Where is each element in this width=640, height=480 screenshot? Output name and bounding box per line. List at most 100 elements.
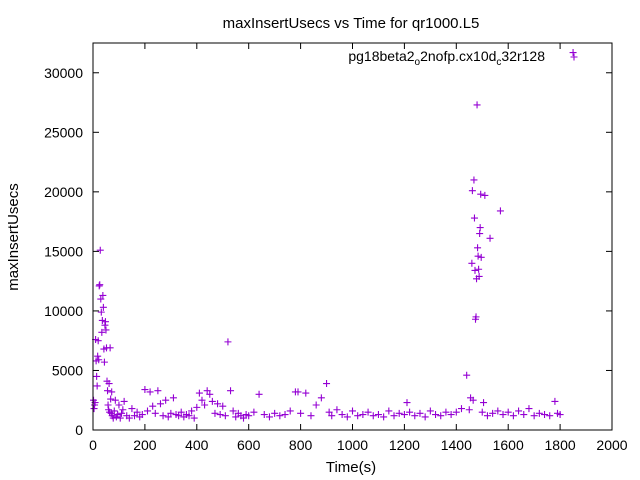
data-point [541, 411, 549, 419]
data-point [108, 388, 116, 396]
data-point [271, 409, 279, 417]
x-axis-label: Time(s) [326, 459, 376, 476]
data-point [97, 308, 105, 316]
data-point [457, 405, 465, 413]
data-point [227, 387, 235, 395]
y-tick-label: 30000 [44, 65, 83, 81]
data-point [224, 338, 232, 346]
data-point [302, 389, 310, 397]
data-point [143, 407, 151, 415]
data-point [98, 328, 106, 336]
data-point [107, 395, 115, 403]
data-point [190, 414, 198, 422]
x-tick-label: 800 [289, 437, 313, 453]
y-tick-label: 20000 [44, 184, 83, 200]
data-point [530, 412, 538, 420]
data-point [175, 412, 183, 420]
data-point [95, 356, 103, 364]
data-point [421, 413, 429, 421]
data-point [380, 413, 388, 421]
data-point [473, 101, 481, 109]
data-point [94, 352, 102, 360]
data-point [400, 411, 408, 419]
data-point [471, 266, 479, 274]
data-point [94, 337, 102, 345]
data-point [133, 408, 141, 416]
data-point [349, 407, 356, 415]
y-tick-label: 5000 [52, 362, 83, 378]
data-point [496, 207, 504, 215]
data-point [138, 411, 146, 419]
data-point [472, 313, 480, 321]
legend-marker [570, 53, 578, 61]
legend-label-part: 32r128 [501, 48, 545, 64]
data-point [255, 390, 263, 398]
data-point [468, 259, 476, 267]
data-point [195, 389, 203, 397]
legend: pg18beta2o2nofp.cx10dc32r128 [348, 48, 578, 68]
y-tick-label: 15000 [44, 243, 83, 259]
data-point [390, 412, 398, 420]
legend-label-part: 2nofp.cx10d [420, 48, 496, 64]
data-point [359, 411, 367, 419]
data-point [149, 402, 157, 410]
data-point [385, 407, 393, 415]
x-tick-label: 1000 [337, 437, 368, 453]
data-point [481, 191, 489, 199]
data-point [154, 387, 162, 395]
data-point [426, 407, 434, 415]
x-tick-label: 1600 [493, 437, 524, 453]
data-point [106, 408, 114, 416]
data-point [476, 224, 484, 232]
data-point [185, 412, 193, 420]
data-point [468, 187, 476, 195]
data-point [93, 382, 101, 390]
data-point [509, 412, 517, 420]
data-point [489, 409, 497, 417]
data-point [515, 407, 523, 415]
data-point [403, 399, 411, 407]
data-point [93, 372, 101, 380]
data-point [395, 409, 403, 417]
data-point [276, 412, 284, 420]
data-point [317, 394, 325, 402]
data-point [146, 388, 154, 396]
data-point [100, 358, 108, 366]
legend-label: pg18beta2o2nofp.cx10dc32r128 [348, 48, 545, 68]
data-point [265, 413, 273, 421]
data-point [452, 408, 460, 416]
plot-border [92, 42, 613, 431]
data-point [240, 414, 248, 422]
data-point [214, 400, 222, 408]
x-tick-label: 1400 [441, 437, 472, 453]
data-point [177, 408, 185, 416]
data-point [250, 408, 258, 416]
data-point [323, 380, 331, 388]
data-point [206, 390, 214, 398]
data-point [333, 406, 341, 414]
legend-label-part: c [496, 57, 501, 68]
data-point [109, 414, 117, 422]
data-point [432, 411, 440, 419]
data-point [307, 412, 315, 420]
data-point [476, 230, 484, 238]
data-point [286, 407, 294, 415]
y-tick-label: 25000 [44, 124, 83, 140]
data-point [203, 387, 211, 395]
data-point [110, 407, 118, 415]
data-point [297, 409, 305, 417]
data-point [201, 401, 209, 409]
x-tick-label: 2000 [596, 437, 627, 453]
data-point [474, 244, 482, 252]
plot-area [90, 49, 577, 422]
data-point [364, 408, 372, 416]
data-point [131, 412, 139, 420]
data-point [229, 407, 237, 415]
legend-label-part: o [415, 57, 421, 68]
data-point [101, 318, 109, 326]
data-point [546, 412, 554, 420]
data-point [97, 295, 105, 303]
data-point [474, 252, 482, 260]
data-point [169, 394, 177, 402]
data-point [477, 253, 485, 261]
